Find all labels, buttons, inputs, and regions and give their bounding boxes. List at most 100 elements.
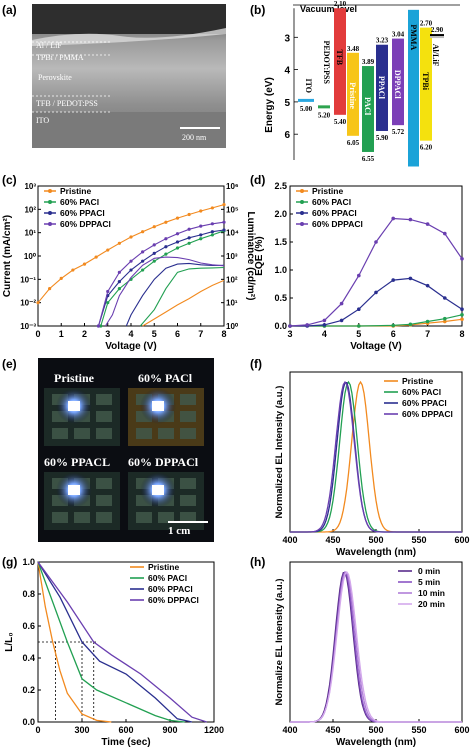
value-label: 5.90 (376, 134, 389, 142)
legend-label: 60% PPACl (312, 208, 357, 218)
current-point (141, 230, 145, 234)
level-label: Pristine (348, 82, 357, 109)
level-bar-pristine (347, 52, 359, 136)
el-spectrum-line (290, 380, 462, 533)
legend-label: 60% DPPACl (402, 409, 453, 419)
y-tick-label: 0.0 (274, 321, 287, 331)
panel-c: (c) 0 1 2 3 4 5 6 7 8 10⁻³ 10⁻² 10⁻¹ 10⁰ 10¹ 10² 10³ 10⁰… (2, 173, 256, 352)
eqe-point (460, 307, 464, 312)
panel-a: (a) Al / LiF TPBi / PMMA Perovskite TFB … (2, 3, 226, 148)
current-point (71, 268, 75, 272)
value-label: 2.70 (420, 20, 433, 28)
panel-f: (f) 400 450 500 550 600 Wavelength (nm) Normal… (250, 357, 470, 558)
current-point (164, 245, 168, 249)
y2-tick-label: 10⁰ (226, 322, 239, 331)
emission-spot (68, 401, 80, 411)
legend-label: 60% PPACl (60, 208, 105, 218)
level-bar-pmma (408, 9, 419, 167)
emission-spot (152, 485, 164, 495)
eqe-point (408, 322, 413, 327)
lifetime-series-line (37, 561, 112, 723)
eqe-point (357, 307, 361, 312)
eqe-point (374, 240, 378, 244)
eqe-point (443, 296, 447, 300)
value-label: 3.48 (347, 45, 360, 53)
sem-top-band (32, 4, 226, 34)
y-axis-label: Energy (eV) (264, 77, 275, 133)
y-tick-label: 1.0 (22, 557, 35, 567)
level-bar-ppacl (376, 44, 388, 131)
level-label: PACl (363, 97, 372, 116)
current-point (187, 227, 191, 231)
x-tick-label: 1200 (204, 725, 224, 735)
x-tick-label: 8 (221, 329, 226, 339)
device-pixel (52, 512, 68, 523)
device-pixel (180, 478, 196, 489)
panel-h-label: (h) (250, 555, 265, 569)
legend-label: 60% PPACl (148, 584, 193, 594)
x-tick-label: 4 (128, 329, 133, 339)
level-bar-tfb (334, 8, 346, 115)
y-tick-label: 10⁻³ (20, 322, 36, 331)
y-tick-label: 1.0 (274, 265, 287, 275)
x-tick-label: 450 (325, 725, 340, 735)
current-series-line (97, 229, 225, 327)
current-point (222, 202, 226, 207)
panel-c-label: (c) (2, 173, 17, 187)
value-label: 3.89 (362, 58, 375, 66)
y-tick-label: 2.0 (274, 209, 287, 219)
device-pixel (96, 428, 112, 439)
device-pixel (180, 394, 196, 405)
device-pixel (96, 495, 112, 506)
y-tick-label: 2.5 (274, 181, 287, 191)
y-tick-label: 10⁻² (20, 299, 36, 308)
x-tick-label: 1 (59, 329, 64, 339)
value-label: 5.72 (392, 128, 405, 136)
photo-label: 60% PPACL (44, 455, 110, 469)
current-point (94, 255, 98, 259)
legend-label: 0 min (418, 566, 440, 576)
device-pixel (180, 428, 196, 439)
current-point (175, 240, 180, 244)
eqe-series-line (289, 217, 463, 327)
current-point (152, 225, 156, 229)
panel-d: (d) 3 4 5 6 7 8 0.0 0.5 1.0 1.5 2.0 2.5 Voltage (V) E… (250, 173, 465, 352)
photo-label: Pristine (54, 371, 95, 385)
eqe-point (460, 317, 464, 322)
value-label: 3.23 (376, 37, 389, 45)
legend-label: Pristine (60, 186, 91, 196)
luminance-series-line (142, 279, 225, 327)
x-tick-label: 600 (454, 535, 469, 545)
current-point (106, 289, 110, 294)
x-tick-label: 2 (82, 329, 87, 339)
device-pixel (158, 428, 174, 439)
current-point (210, 206, 214, 210)
eqe-point (288, 324, 292, 328)
legend-label: 60% DPPACl (312, 219, 363, 229)
current-point (187, 241, 191, 245)
value-label: 3.04 (392, 31, 405, 39)
eqe-point (425, 222, 430, 226)
current-point (106, 248, 110, 252)
current-point (152, 259, 156, 263)
current-point (117, 241, 121, 245)
legend-label: 10 min (418, 588, 445, 598)
panel-g: (g) 0 300 600 900 1200 0.0 0.2 0.4 0.6 0.8 1.0 Time… (2, 555, 224, 748)
panel-a-label: (a) (2, 3, 17, 17)
y-tick-label: 4 (284, 66, 290, 77)
eqe-point (460, 313, 464, 317)
x-axis-label: Wavelength (nm) (336, 737, 416, 748)
y-tick-label: 0.5 (274, 293, 287, 303)
panel-h: (h) 400 450 500 550 600 Wavelength (nm) Normal… (250, 555, 470, 748)
x-tick-label: 3 (105, 329, 110, 339)
x-tick-label: 0 (35, 725, 40, 735)
legend-label: 60% PACl (402, 387, 441, 397)
level-bar-dppacl (392, 38, 404, 126)
current-point (187, 212, 191, 217)
x-tick-label: 0 (35, 329, 40, 339)
level-bar-pacl (362, 66, 374, 152)
current-point (106, 301, 110, 305)
y-axis-label: EQE (%) (254, 236, 265, 275)
legend-marker (48, 211, 52, 215)
